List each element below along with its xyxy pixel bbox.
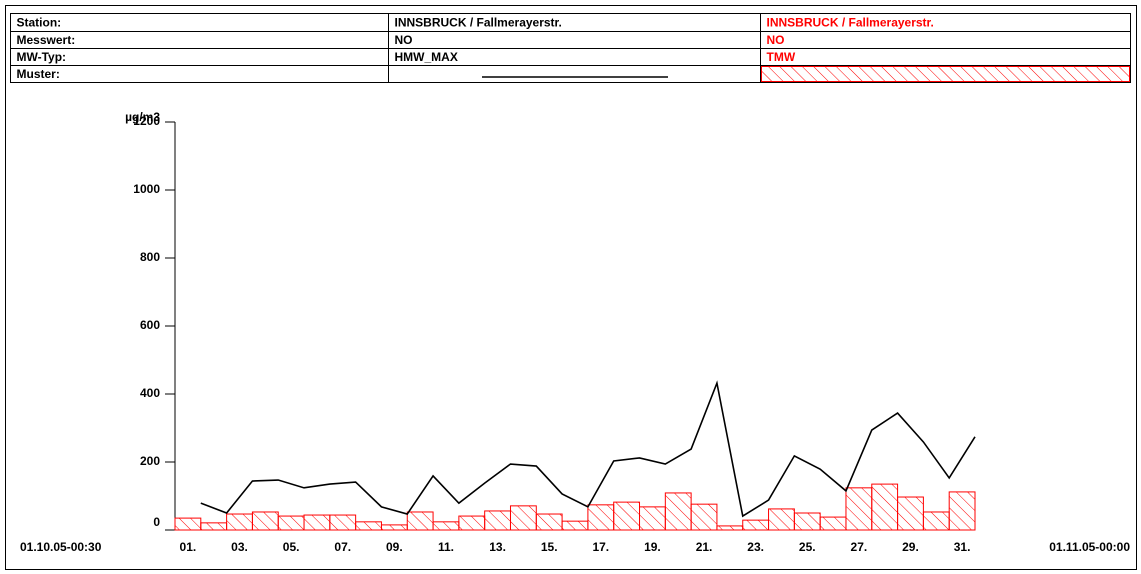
y-tick-label: 400 <box>140 386 160 400</box>
table-cell <box>10 48 389 66</box>
table-text: Messwert: <box>17 33 76 47</box>
bar <box>406 511 434 531</box>
bar <box>380 524 408 531</box>
y-tick-label: 600 <box>140 318 160 332</box>
table-cell <box>760 65 1131 83</box>
y-tick-label: 1000 <box>133 182 160 196</box>
x-end-label: 01.11.05-00:00 <box>1049 540 1130 554</box>
bar <box>329 514 357 531</box>
x-tick-label: 17. <box>592 540 609 554</box>
table-text: Muster: <box>17 67 60 81</box>
bar <box>742 519 770 531</box>
table-cell <box>760 31 1131 49</box>
bar <box>639 506 666 531</box>
table-cell <box>10 65 389 83</box>
bar <box>948 491 976 531</box>
x-tick-label: 05. <box>283 540 300 554</box>
bar <box>458 515 486 531</box>
x-tick-label: 21. <box>696 540 713 554</box>
y-axis-label: µg/m3 <box>125 110 160 124</box>
x-tick-label: 11. <box>438 540 454 554</box>
table-text: INNSBRUCK / Fallmerayerstr. <box>395 16 562 30</box>
bar <box>613 501 641 531</box>
bar <box>535 513 563 531</box>
bar <box>251 511 279 531</box>
bar <box>355 521 382 531</box>
table-text: INNSBRUCK / Fallmerayerstr. <box>767 16 934 30</box>
x-tick-label: 23. <box>747 540 764 554</box>
table-text: NO <box>395 33 413 47</box>
table-text: HMW_MAX <box>395 50 458 64</box>
x-tick-label: 09. <box>386 540 403 554</box>
x-tick-label: 25. <box>799 540 816 554</box>
bar <box>587 504 615 531</box>
bar <box>793 512 821 531</box>
table-text: MW-Typ: <box>17 50 67 64</box>
frame <box>5 5 1137 570</box>
bar <box>303 514 331 531</box>
bar <box>432 521 460 531</box>
legend-swatch-hatch <box>761 66 1130 82</box>
line <box>200 380 976 518</box>
table-cell <box>388 65 761 83</box>
y-tick-label: 1200 <box>133 114 160 128</box>
table-cell <box>388 31 761 49</box>
bar <box>716 525 744 531</box>
bar <box>277 515 305 531</box>
bar <box>664 492 692 531</box>
x-tick-label: 13. <box>489 540 506 554</box>
x-tick-label: 15. <box>541 540 558 554</box>
x-tick-label: 01. <box>180 540 197 554</box>
bar <box>871 483 899 531</box>
bar <box>484 510 511 531</box>
table-text: NO <box>767 33 785 47</box>
bar <box>561 520 589 531</box>
bar <box>768 508 795 531</box>
table-text: Station: <box>17 16 62 30</box>
bar <box>819 516 847 531</box>
bar <box>200 522 228 531</box>
x-tick-label: 07. <box>334 540 351 554</box>
bar <box>509 505 537 531</box>
bar <box>226 513 253 531</box>
header-table: Station: INNSBRUCK / Fallmerayerstr. INNSB… <box>10 13 1131 83</box>
bar <box>845 487 873 531</box>
y-tick-label: 0 <box>153 515 160 529</box>
bar <box>174 517 202 531</box>
table-text: TMW <box>767 50 796 64</box>
plot: µg/m3 0 200 400 600 800 1000 1200 01. 03. 05. 07. 09… <box>20 110 1130 554</box>
bar <box>690 503 718 531</box>
x-tick-label: 31. <box>954 540 971 554</box>
y-tick-label: 200 <box>140 454 160 468</box>
x-tick-label: 03. <box>231 540 248 554</box>
table-cell <box>10 13 389 32</box>
x-tick-label: 27. <box>851 540 868 554</box>
bar <box>922 511 950 531</box>
y-tick-label: 800 <box>140 250 160 264</box>
table-cell <box>760 48 1131 66</box>
bar <box>897 496 924 531</box>
x-start-label: 01.10.05-00:30 <box>20 540 102 554</box>
x-tick-label: 29. <box>902 540 919 554</box>
x-tick-label: 19. <box>644 540 661 554</box>
